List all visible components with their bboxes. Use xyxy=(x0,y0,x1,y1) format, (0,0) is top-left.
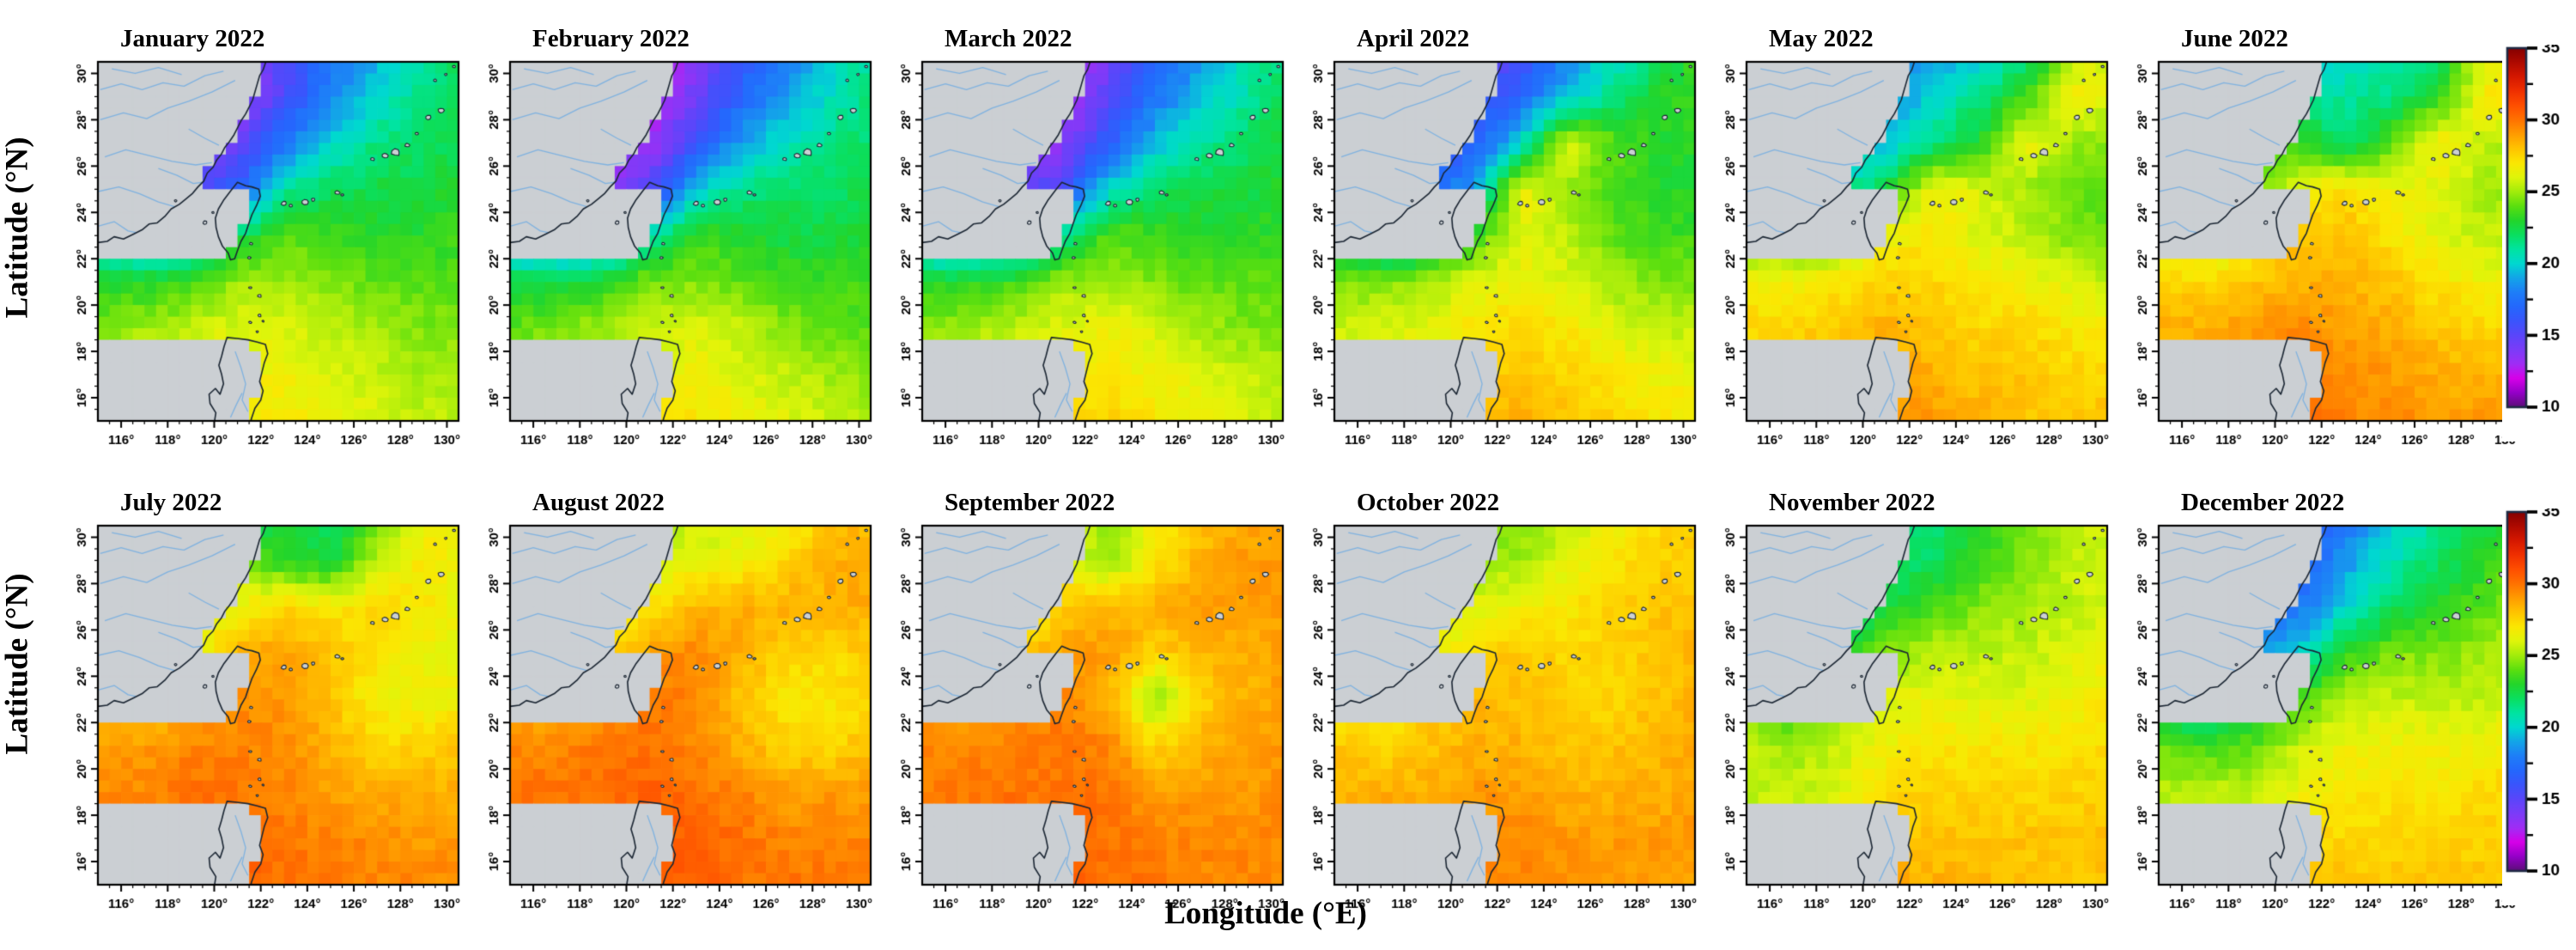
panel-title: July 2022 xyxy=(120,489,222,516)
sst-map-canvas xyxy=(2124,58,2524,455)
panel-october-2022: October 2022 xyxy=(1300,483,1712,919)
panel-grid: January 2022 February 2022 March 2022 Ap… xyxy=(29,5,2576,933)
panel-july-2022: July 2022 xyxy=(64,483,476,919)
panel-august-2022: August 2022 xyxy=(476,483,888,919)
panel-february-2022: February 2022 xyxy=(476,19,888,455)
panel-title: December 2022 xyxy=(2181,489,2345,516)
sst-map-canvas xyxy=(1300,522,1700,919)
panel-title: May 2022 xyxy=(1769,25,1874,52)
sst-map-canvas xyxy=(1300,58,1700,455)
panel-may-2022: May 2022 xyxy=(1712,19,2124,455)
panel-title: August 2022 xyxy=(532,489,665,516)
panel-title: June 2022 xyxy=(2181,25,2288,52)
colorbar-row1 xyxy=(2502,45,2576,442)
panel-december-2022: December 2022 xyxy=(2124,483,2537,919)
sst-map-canvas xyxy=(476,58,876,455)
sst-map-canvas xyxy=(888,522,1288,919)
panel-april-2022: April 2022 xyxy=(1300,19,1712,455)
sst-map-canvas xyxy=(64,522,464,919)
sst-map-canvas xyxy=(1712,522,2112,919)
sst-map-canvas xyxy=(476,522,876,919)
sst-map-canvas xyxy=(2124,522,2524,919)
panel-title: October 2022 xyxy=(1357,489,1500,516)
panel-september-2022: September 2022 xyxy=(888,483,1300,919)
panel-title: September 2022 xyxy=(945,489,1115,516)
panel-title: January 2022 xyxy=(120,25,265,52)
colorbar-row2 xyxy=(2502,508,2576,905)
x-axis-label: Longitude (°E) xyxy=(1164,896,1367,931)
panel-title: February 2022 xyxy=(532,25,690,52)
panel-march-2022: March 2022 xyxy=(888,19,1300,455)
sst-map-canvas xyxy=(888,58,1288,455)
sst-map-canvas xyxy=(64,58,464,455)
y-axis-label-row2: Latitude (°N) xyxy=(0,573,35,755)
panel-january-2022: January 2022 xyxy=(64,19,476,455)
y-axis-label-row1: Latitude (°N) xyxy=(0,137,35,319)
panel-title: April 2022 xyxy=(1357,25,1470,52)
panel-november-2022: November 2022 xyxy=(1712,483,2124,919)
panel-june-2022: June 2022 xyxy=(2124,19,2537,455)
panel-title: March 2022 xyxy=(945,25,1072,52)
panel-title: November 2022 xyxy=(1769,489,1935,516)
sst-map-canvas xyxy=(1712,58,2112,455)
